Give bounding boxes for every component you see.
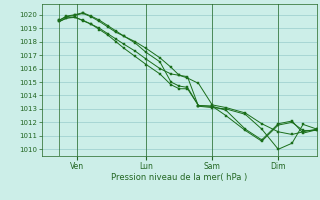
X-axis label: Pression niveau de la mer( hPa ): Pression niveau de la mer( hPa ) <box>111 173 247 182</box>
